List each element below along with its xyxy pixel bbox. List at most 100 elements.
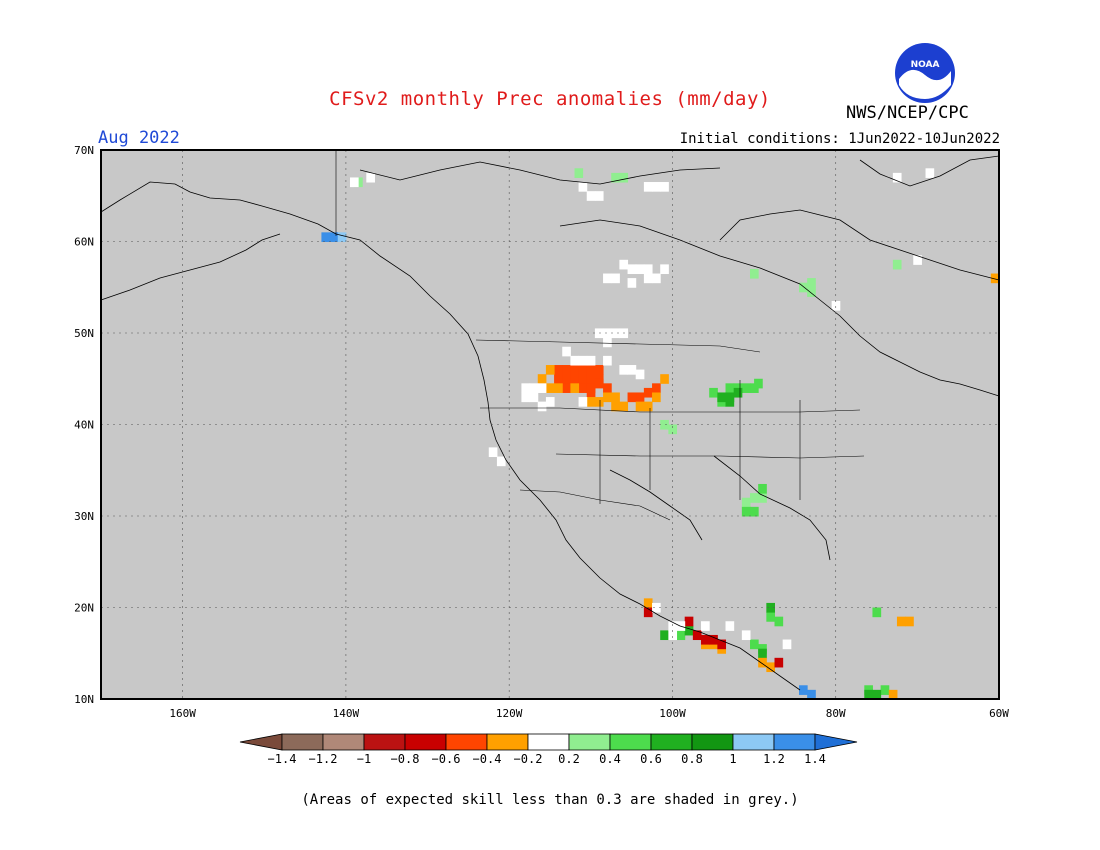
latitude-label: 40N	[74, 419, 94, 432]
anomaly-cell	[611, 328, 620, 339]
colorbar-tick-label: −0.8	[391, 752, 420, 766]
anomaly-cell	[578, 397, 588, 407]
anomaly-cell	[652, 182, 661, 192]
latitude-label: 30N	[74, 510, 94, 523]
anomaly-cell	[562, 383, 571, 393]
colorbar-swatch	[281, 733, 324, 751]
anomaly-cell	[537, 401, 547, 412]
anomaly-cell	[586, 397, 596, 407]
anomaly-cell	[782, 639, 792, 650]
anomaly-cell	[807, 287, 816, 297]
anomaly-cell	[741, 383, 751, 393]
latitude-label: 70N	[74, 144, 94, 157]
anomaly-cell	[586, 387, 596, 398]
anomaly-cell	[611, 172, 620, 183]
anomaly-cell	[758, 493, 767, 503]
anomaly-cell	[990, 273, 1000, 284]
longitude-label: 140W	[333, 707, 360, 720]
anomaly-cell	[366, 172, 375, 183]
colorbar-tick-label: −0.4	[473, 752, 502, 766]
anomaly-cell	[337, 232, 347, 242]
colorbar-swatch	[609, 733, 652, 751]
anomaly-cell	[554, 365, 563, 375]
anomaly-cell	[758, 648, 767, 659]
anomaly-cell	[766, 602, 775, 613]
anomaly-cell	[635, 369, 645, 380]
colorbar: −1.4 −1.2 −1 −0.8 −0.6 −0.4 −0.2 0.2 0.4 0.6 0.8 1 1…	[239, 733, 858, 766]
anomaly-cell	[872, 689, 882, 700]
anomaly-cell	[741, 506, 751, 517]
anomaly-cell	[545, 397, 555, 407]
latitude-label: 10N	[74, 693, 94, 706]
anomaly-cell	[496, 456, 506, 467]
anomaly-cell	[643, 387, 653, 398]
anomaly-cell	[586, 355, 596, 366]
anomaly-cell	[619, 365, 629, 375]
map-frame	[100, 149, 1000, 700]
anomaly-cell	[798, 282, 808, 293]
map-title: CFSv2 monthly Prec anomalies (mm/day)	[329, 88, 771, 110]
longitude-label: 120W	[496, 707, 523, 720]
anomaly-cell	[627, 365, 637, 375]
anomaly-cell	[619, 172, 629, 183]
anomaly-cell	[892, 172, 902, 183]
anomaly-cell	[349, 177, 359, 188]
colorbar-tick-label: −1	[357, 752, 371, 766]
organization-label: NWS/NCEP/CPC	[846, 103, 969, 123]
anomaly-cell	[807, 278, 816, 288]
anomaly-cell	[668, 630, 678, 641]
anomaly-cell	[660, 264, 669, 275]
longitude-label: 80W	[826, 707, 846, 720]
anomaly-cell	[896, 616, 906, 627]
anomaly-cell	[880, 685, 890, 695]
anomaly-cell	[668, 424, 678, 435]
anomaly-cell	[521, 392, 531, 403]
anomaly-cell	[570, 374, 580, 384]
anomaly-cell	[660, 182, 669, 192]
anomaly-cell	[594, 397, 604, 407]
colorbar-swatch	[486, 733, 529, 751]
anomaly-cell	[774, 657, 784, 668]
anomaly-cell	[684, 625, 694, 636]
anomaly-cell	[586, 191, 596, 201]
colorbar-tick-label: 1.4	[804, 752, 826, 766]
anomaly-cell	[741, 497, 751, 508]
colorbar-swatch	[732, 733, 775, 751]
anomaly-cell	[692, 630, 702, 641]
forecast-month: Aug 2022	[98, 128, 180, 148]
longitude-label: 100W	[659, 707, 686, 720]
anomaly-cell	[562, 346, 571, 357]
anomaly-cell	[554, 374, 563, 384]
colorbar-arrow-left	[239, 733, 283, 751]
colorbar-tick-label: −1.2	[309, 752, 338, 766]
anomaly-cell	[586, 365, 596, 375]
anomaly-cells	[321, 168, 1000, 700]
anomaly-cell	[709, 387, 718, 398]
anomaly-cell	[643, 598, 653, 608]
anomaly-cell	[578, 374, 588, 384]
anomaly-cell	[635, 392, 645, 403]
anomaly-cell	[798, 685, 808, 695]
anomaly-cell	[750, 506, 759, 517]
anomaly-cell	[643, 182, 653, 192]
noaa-logo: NOAA	[895, 43, 955, 103]
anomaly-cell	[774, 616, 784, 627]
anomaly-cell	[717, 639, 727, 650]
anomaly-cell	[545, 365, 555, 375]
colorbar-swatch	[445, 733, 488, 751]
anomaly-cell	[725, 621, 735, 631]
colorbar-tick-label: 1.2	[763, 752, 785, 766]
anomaly-cell	[537, 383, 547, 393]
longitude-label: 160W	[169, 707, 196, 720]
anomaly-cell	[660, 419, 669, 430]
anomaly-cell	[652, 602, 661, 613]
latitude-label: 60N	[74, 236, 94, 249]
colorbar-swatch	[568, 733, 611, 751]
anomaly-cell	[925, 168, 935, 178]
longitude-label: 60W	[989, 707, 1009, 720]
anomaly-cell	[643, 607, 653, 618]
anomaly-cell	[741, 630, 751, 641]
anomaly-cell	[570, 383, 580, 393]
colorbar-tick-label: 0.2	[558, 752, 580, 766]
